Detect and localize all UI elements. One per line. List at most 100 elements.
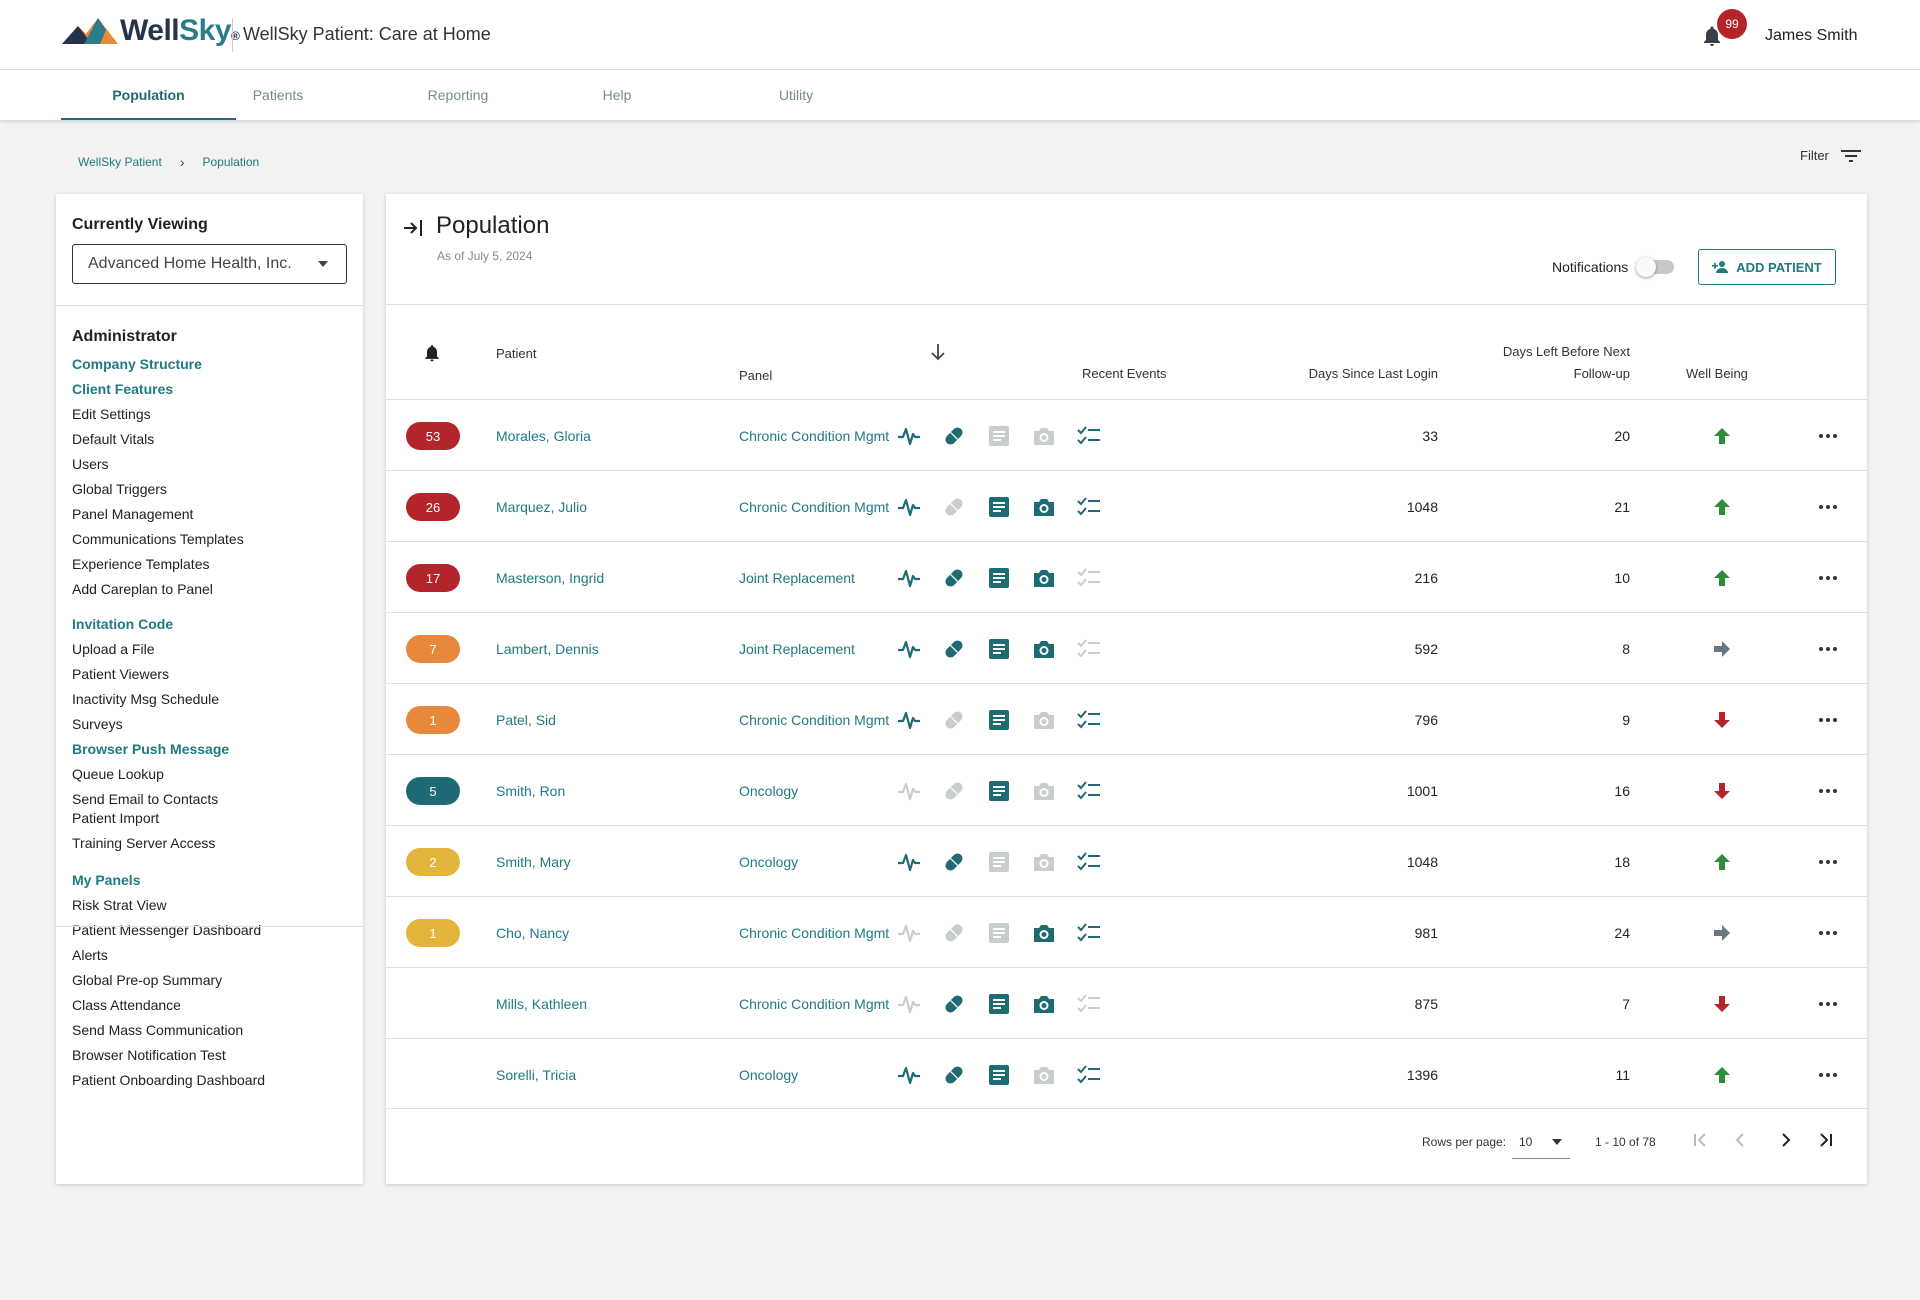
table-row[interactable]: 1 Cho, Nancy Chronic Condition Mgmt 981 24 bbox=[386, 896, 1867, 967]
next-page-icon[interactable] bbox=[1774, 1128, 1798, 1152]
notes-icon[interactable] bbox=[986, 991, 1012, 1017]
sidebar-item-send-mass-communication[interactable]: Send Mass Communication bbox=[72, 1022, 244, 1038]
panel-name-link[interactable]: Chronic Condition Mgmt bbox=[739, 712, 890, 728]
patient-name-link[interactable]: Patel, Sid bbox=[496, 712, 556, 728]
patient-name-link[interactable]: Sorelli, Tricia bbox=[496, 1067, 577, 1083]
sidebar-item-patient-onboarding-dashboard[interactable]: Patient Onboarding Dashboard bbox=[72, 1072, 266, 1088]
table-row[interactable]: 2 Smith, Mary Oncology 1048 18 bbox=[386, 825, 1867, 896]
notes-icon[interactable] bbox=[986, 920, 1012, 946]
notes-icon[interactable] bbox=[986, 494, 1012, 520]
sidebar-item-add-careplan-to-panel[interactable]: Add Careplan to Panel bbox=[72, 581, 213, 597]
more-options-icon[interactable] bbox=[1816, 424, 1840, 448]
sidebar-item-queue-lookup[interactable]: Queue Lookup bbox=[72, 766, 164, 782]
tab-population[interactable]: Population bbox=[61, 70, 236, 120]
tab-utility[interactable]: Utility bbox=[778, 87, 814, 103]
sidebar-item-patient-messenger-dashboard[interactable]: Patient Messenger Dashboard bbox=[72, 922, 262, 938]
camera-icon[interactable] bbox=[1031, 565, 1057, 591]
vitals-icon[interactable] bbox=[896, 494, 922, 520]
tab-patients[interactable]: Patients bbox=[252, 87, 304, 103]
alert-count-badge[interactable]: 2 bbox=[406, 848, 460, 876]
notes-icon[interactable] bbox=[986, 423, 1012, 449]
alert-count-badge[interactable]: 17 bbox=[406, 564, 460, 592]
organization-select[interactable]: Advanced Home Health, Inc. bbox=[72, 244, 347, 284]
vitals-icon[interactable] bbox=[896, 565, 922, 591]
sidebar-item-invitation-code[interactable]: Invitation Code bbox=[72, 616, 174, 632]
notifications-bell-icon[interactable] bbox=[1700, 24, 1724, 48]
checklist-icon[interactable] bbox=[1076, 849, 1102, 875]
sidebar-item-panel-management[interactable]: Panel Management bbox=[72, 506, 194, 522]
sidebar-item-edit-settings[interactable]: Edit Settings bbox=[72, 406, 151, 422]
first-page-icon[interactable] bbox=[1688, 1128, 1712, 1152]
sidebar-item-browser-push-message[interactable]: Browser Push Message bbox=[72, 741, 230, 757]
column-header-days-left-line1[interactable]: Days Left Before Next bbox=[1502, 344, 1630, 359]
camera-icon[interactable] bbox=[1031, 707, 1057, 733]
vitals-icon[interactable] bbox=[896, 920, 922, 946]
table-row[interactable]: Mills, Kathleen Chronic Condition Mgmt 875… bbox=[386, 967, 1867, 1038]
checklist-icon[interactable] bbox=[1076, 707, 1102, 733]
table-row[interactable]: 5 Smith, Ron Oncology 1001 16 bbox=[386, 754, 1867, 825]
vitals-icon[interactable] bbox=[896, 991, 922, 1017]
wellsky-logo[interactable]: WellSky® bbox=[62, 14, 240, 48]
sidebar-item-browser-notification-test[interactable]: Browser Notification Test bbox=[72, 1047, 226, 1063]
more-options-icon[interactable] bbox=[1816, 495, 1840, 519]
panel-name-link[interactable]: Chronic Condition Mgmt bbox=[739, 428, 890, 444]
alert-count-badge[interactable]: 7 bbox=[406, 635, 460, 663]
checklist-icon[interactable] bbox=[1076, 920, 1102, 946]
sidebar-item-my-panels[interactable]: My Panels bbox=[72, 872, 141, 888]
last-page-icon[interactable] bbox=[1814, 1128, 1838, 1152]
sidebar-item-global-pre-op-summary[interactable]: Global Pre-op Summary bbox=[72, 972, 223, 988]
sidebar-item-patient-import[interactable]: Patient Import bbox=[72, 810, 160, 826]
medication-icon[interactable] bbox=[941, 707, 967, 733]
camera-icon[interactable] bbox=[1031, 423, 1057, 449]
vitals-icon[interactable] bbox=[896, 1062, 922, 1088]
camera-icon[interactable] bbox=[1031, 494, 1057, 520]
alert-count-badge[interactable]: 1 bbox=[406, 706, 460, 734]
column-header-patient[interactable]: Patient bbox=[496, 346, 537, 361]
more-options-icon[interactable] bbox=[1816, 637, 1840, 661]
more-options-icon[interactable] bbox=[1816, 850, 1840, 874]
alerts-column-bell-icon[interactable] bbox=[422, 342, 442, 369]
medication-icon[interactable] bbox=[941, 1062, 967, 1088]
vitals-icon[interactable] bbox=[896, 849, 922, 875]
panel-name-link[interactable]: Chronic Condition Mgmt bbox=[739, 499, 890, 515]
user-name[interactable]: James Smith bbox=[1765, 27, 1858, 44]
camera-icon[interactable] bbox=[1031, 849, 1057, 875]
sidebar-item-class-attendance[interactable]: Class Attendance bbox=[72, 997, 181, 1013]
vitals-icon[interactable] bbox=[896, 778, 922, 804]
sidebar-item-communications-templates[interactable]: Communications Templates bbox=[72, 531, 244, 547]
medication-icon[interactable] bbox=[941, 849, 967, 875]
column-header-days-since-login[interactable]: Days Since Last Login bbox=[1308, 366, 1438, 381]
tab-reporting[interactable]: Reporting bbox=[427, 87, 489, 103]
medication-icon[interactable] bbox=[941, 565, 967, 591]
sidebar-item-client-features[interactable]: Client Features bbox=[72, 381, 174, 397]
column-header-well-being[interactable]: Well Being bbox=[1686, 366, 1748, 381]
sidebar-item-default-vitals[interactable]: Default Vitals bbox=[72, 431, 155, 447]
camera-icon[interactable] bbox=[1031, 636, 1057, 662]
table-row[interactable]: 7 Lambert, Dennis Joint Replacement 592 8 bbox=[386, 612, 1867, 683]
panel-name-link[interactable]: Chronic Condition Mgmt bbox=[739, 996, 890, 1012]
rows-per-page-select[interactable]: 10 bbox=[1512, 1125, 1570, 1159]
table-row[interactable]: 26 Marquez, Julio Chronic Condition Mgmt 10… bbox=[386, 470, 1867, 541]
medication-icon[interactable] bbox=[941, 920, 967, 946]
add-patient-button[interactable]: ADD PATIENT bbox=[1698, 249, 1836, 285]
checklist-icon[interactable] bbox=[1076, 1062, 1102, 1088]
patient-name-link[interactable]: Cho, Nancy bbox=[496, 925, 570, 941]
sidebar-item-training-server-access[interactable]: Training Server Access bbox=[72, 835, 216, 851]
panel-name-link[interactable]: Oncology bbox=[739, 1067, 799, 1083]
notification-count-badge[interactable]: 99 bbox=[1717, 9, 1747, 39]
column-header-panel[interactable]: Panel bbox=[739, 368, 773, 383]
patient-name-link[interactable]: Masterson, Ingrid bbox=[496, 570, 605, 586]
vitals-icon[interactable] bbox=[896, 636, 922, 662]
panel-name-link[interactable]: Joint Replacement bbox=[739, 570, 855, 586]
patient-name-link[interactable]: Mills, Kathleen bbox=[496, 996, 588, 1012]
medication-icon[interactable] bbox=[941, 423, 967, 449]
filter-button[interactable]: Filter bbox=[1800, 148, 1861, 163]
sidebar-item-upload-a-file[interactable]: Upload a File bbox=[72, 641, 155, 657]
breadcrumb-wellsky-patient[interactable]: WellSky Patient bbox=[78, 155, 162, 169]
notifications-toggle[interactable] bbox=[1636, 257, 1674, 277]
patient-name-link[interactable]: Marquez, Julio bbox=[496, 499, 588, 515]
vitals-icon[interactable] bbox=[896, 423, 922, 449]
notes-icon[interactable] bbox=[986, 707, 1012, 733]
previous-page-icon[interactable] bbox=[1728, 1128, 1752, 1152]
column-header-days-left-line2[interactable]: Follow-up bbox=[1573, 366, 1630, 381]
